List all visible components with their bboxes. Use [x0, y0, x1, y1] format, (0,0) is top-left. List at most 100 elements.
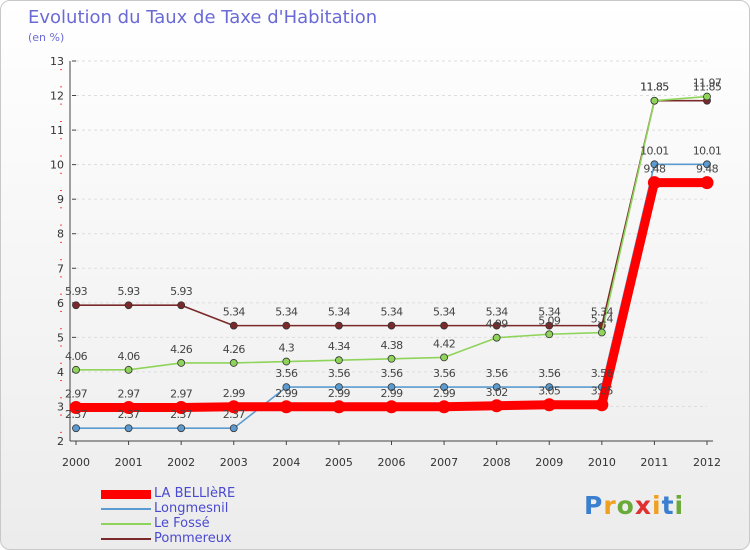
data-point: [703, 160, 711, 169]
data-point: [650, 160, 659, 169]
data-point: [282, 357, 291, 366]
data-point: [440, 353, 448, 362]
data-label: 4.06: [118, 350, 141, 363]
data-label: 2.37: [170, 408, 193, 421]
legend-label: Le Fossé: [154, 516, 210, 531]
y-tick-label: 3: [57, 400, 64, 413]
data-point: [387, 383, 396, 392]
data-label: 2.99: [380, 387, 403, 400]
data-point: [72, 424, 80, 433]
data-label: 5.34: [275, 306, 298, 319]
x-tick-label: 2008: [483, 456, 511, 469]
data-point: [492, 321, 501, 330]
data-point: [387, 321, 396, 330]
data-point: [72, 301, 80, 310]
series-lines: [69, 92, 714, 433]
data-point: [229, 424, 238, 433]
axes: 2 3 4 5 6 7 8 9 10 11 12 13 2000 2001 2002 2003 2004 2005…: [50, 55, 721, 469]
data-label: 9.48: [696, 163, 719, 176]
data-point: [440, 383, 448, 392]
x-tick-label: 2004: [272, 456, 300, 469]
legend-label: LA BELLIèRE: [154, 486, 236, 501]
logo-letter: i: [674, 491, 685, 520]
legend-swatch: [101, 538, 151, 540]
data-point: [703, 92, 711, 101]
data-point: [595, 398, 609, 412]
data-point: [335, 356, 343, 365]
data-label: 2.37: [223, 408, 246, 421]
data-label: 4.38: [380, 339, 403, 352]
data-point: [492, 383, 501, 392]
data-label: 4.34: [328, 340, 351, 353]
data-label: 11.97: [693, 77, 722, 90]
data-point: [437, 400, 451, 414]
data-label: 5.34: [591, 306, 614, 319]
legend-swatch: [101, 489, 151, 499]
x-tick-label: 2010: [588, 456, 616, 469]
chart-title: Evolution du Taux de Taxe d'Habitation: [28, 7, 378, 28]
data-label: 10.01: [640, 144, 669, 157]
data-point: [597, 328, 606, 337]
y-tick-label: 12: [50, 90, 64, 103]
y-tick-label: 8: [57, 228, 64, 241]
data-label: 10.01: [693, 144, 722, 157]
legend-swatch: [101, 523, 151, 525]
data-label: 5.34: [538, 306, 561, 319]
logo-letter: t: [661, 491, 675, 520]
data-point: [387, 354, 396, 363]
data-point: [440, 321, 448, 330]
data-point: [174, 400, 188, 414]
data-point: [385, 400, 398, 414]
x-tick-label: 2005: [325, 456, 353, 469]
data-label: 4.3: [278, 342, 294, 355]
x-tick-label: 2000: [62, 456, 90, 469]
data-label: 4.99: [486, 318, 509, 331]
data-point: [492, 333, 501, 342]
logo-letter: P: [584, 491, 604, 520]
data-point: [122, 400, 136, 414]
data-label: 4.42: [433, 337, 455, 350]
data-point: [229, 359, 238, 367]
data-point: [542, 398, 556, 412]
data-label: 2.97: [118, 387, 141, 400]
data-point: [177, 359, 186, 367]
legend-label: Pommereux: [154, 531, 232, 546]
data-point: [335, 383, 343, 392]
y-tick-label: 7: [57, 262, 64, 275]
data-label: 3.56: [486, 367, 509, 380]
data-label: 5.93: [65, 285, 88, 298]
data-point: [647, 176, 661, 190]
data-label: 3.56: [380, 367, 403, 380]
x-tick-label: 2002: [167, 456, 195, 469]
logo-letter: i: [652, 491, 662, 520]
y-tick-label: 13: [50, 55, 64, 68]
y-tick-label: 5: [57, 331, 64, 344]
data-label: 4.26: [170, 343, 193, 356]
data-point: [545, 383, 554, 392]
data-label: 11.85: [693, 81, 722, 94]
data-label: 5.93: [170, 285, 193, 298]
data-label: 5.34: [486, 306, 509, 319]
data-label: 5.34: [380, 306, 403, 319]
y-tick-label: 11: [50, 124, 64, 137]
data-label: 3.56: [591, 367, 614, 380]
proxiti-logo: Proxiti: [584, 491, 684, 520]
y-tick-label: 6: [57, 297, 64, 310]
data-label: 11.85: [640, 81, 669, 94]
data-label: 5.34: [223, 306, 246, 319]
y-tick-label: 4: [57, 366, 64, 379]
data-point: [124, 365, 133, 374]
data-label: 3.05: [591, 385, 614, 398]
data-point: [124, 301, 133, 310]
data-label: 2.99: [433, 387, 456, 400]
data-label: 3.02: [486, 386, 508, 399]
logo-letter: r: [603, 491, 617, 520]
x-tick-label: 2009: [535, 456, 563, 469]
data-label: 4.26: [223, 343, 246, 356]
data-point: [124, 424, 133, 433]
data-point: [332, 400, 346, 414]
x-tick-label: 2011: [640, 456, 668, 469]
data-label: 5.34: [328, 306, 351, 319]
y-tick-label: 2: [57, 435, 64, 448]
